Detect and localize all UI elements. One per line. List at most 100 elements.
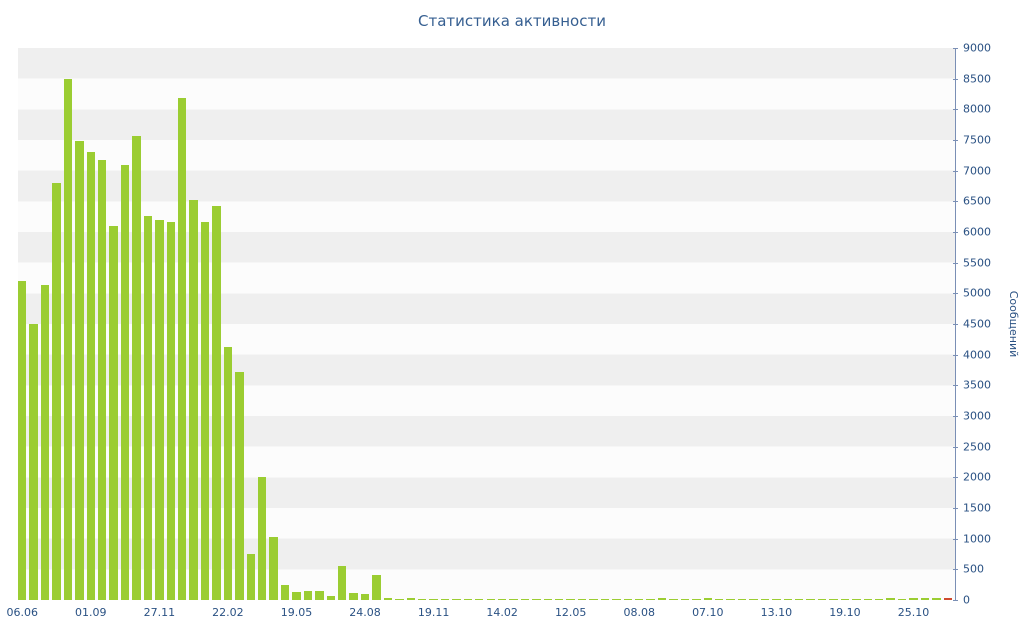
- bar: [715, 599, 724, 600]
- y-tick-mark: [953, 170, 958, 172]
- y-tick-label: 2000: [963, 470, 991, 484]
- y-tick-label: 4000: [963, 348, 991, 362]
- bar: [692, 598, 701, 600]
- bar: [417, 599, 427, 600]
- bar: [852, 599, 861, 600]
- bar: [703, 598, 713, 600]
- bar: [840, 599, 850, 600]
- bar: [497, 599, 507, 600]
- bar: [86, 152, 95, 600]
- x-tick-label: 14.02: [486, 606, 518, 619]
- bar: [223, 346, 233, 600]
- x-tick-label: 19.05: [280, 606, 313, 619]
- bar: [760, 599, 770, 600]
- y-tick-label: 3000: [963, 409, 991, 423]
- y-tick-label: 1500: [963, 501, 991, 515]
- y-tick-label: 1000: [963, 532, 991, 546]
- bar: [520, 599, 530, 600]
- y-tick-mark: [953, 232, 958, 233]
- bar: [440, 599, 450, 600]
- y-tick-label: 500: [963, 562, 984, 576]
- bar: [166, 222, 175, 600]
- bar: [18, 281, 27, 600]
- y-tick-mark: [953, 477, 958, 479]
- y-tick-label: 4500: [963, 317, 991, 331]
- bar: [863, 598, 872, 600]
- bar: [372, 575, 381, 600]
- y-tick-label: 6500: [963, 194, 991, 208]
- bar: [623, 599, 633, 600]
- plot-area: [18, 48, 955, 600]
- bar: [635, 599, 644, 600]
- bar-current-period: [943, 597, 952, 600]
- bar: [726, 599, 735, 600]
- x-tick-label: 12.05: [554, 606, 587, 619]
- bar: [932, 597, 941, 600]
- y-tick-mark: [953, 140, 958, 141]
- x-tick-label: 19.11: [417, 606, 450, 619]
- bar: [600, 599, 610, 600]
- bar: [920, 598, 930, 600]
- bar: [132, 136, 141, 600]
- y-tick-mark: [953, 569, 958, 571]
- bar: [612, 598, 621, 600]
- bar: [326, 596, 335, 600]
- bar: [315, 591, 324, 600]
- y-tick-mark: [953, 78, 958, 80]
- bar: [383, 598, 393, 600]
- y-tick-mark: [953, 538, 958, 540]
- bar: [143, 216, 153, 600]
- bar: [817, 598, 827, 600]
- bar: [189, 200, 198, 600]
- bar: [40, 285, 50, 600]
- bar: [875, 599, 884, 600]
- bar: [475, 598, 484, 600]
- y-axis-title: Сообщений: [1007, 290, 1020, 358]
- x-tick-label: 08.08: [623, 606, 656, 619]
- y-tick-label: 8000: [963, 102, 991, 116]
- bar: [97, 160, 107, 600]
- y-tick-mark: [953, 385, 958, 387]
- bar: [452, 599, 461, 600]
- bar: [52, 182, 61, 600]
- bar: [543, 599, 553, 600]
- x-tick-label: 25.10: [897, 606, 930, 619]
- x-tick-label: 01.09: [75, 606, 107, 619]
- bar: [75, 141, 84, 600]
- bar: [120, 164, 130, 600]
- bar: [783, 599, 793, 600]
- bar: [657, 598, 667, 600]
- bar: [772, 599, 781, 600]
- bar: [360, 593, 370, 600]
- bar: [749, 599, 758, 600]
- bar: [532, 599, 541, 600]
- y-tick-label: 9000: [963, 41, 991, 55]
- bar: [909, 598, 918, 600]
- y-tick-label: 7500: [963, 133, 991, 147]
- y-tick-label: 6000: [963, 225, 991, 239]
- y-tick-mark: [953, 48, 958, 49]
- bar: [235, 372, 244, 600]
- bar: [257, 477, 267, 600]
- y-tick-mark: [953, 293, 958, 295]
- bar: [280, 584, 290, 600]
- x-tick-label: 07.10: [692, 606, 724, 619]
- bar: [155, 219, 164, 600]
- y-tick-label: 5500: [963, 256, 991, 270]
- chart-title: Статистика активности: [418, 12, 606, 30]
- y-tick-label: 2500: [963, 440, 991, 454]
- y-tick-label: 0: [963, 593, 970, 607]
- bar: [406, 598, 415, 600]
- y-tick-mark: [953, 600, 958, 601]
- bar: [806, 599, 815, 600]
- bar: [212, 205, 221, 600]
- bar: [795, 599, 804, 600]
- y-tick-mark: [953, 262, 958, 264]
- bar: [589, 599, 598, 600]
- y-tick-label: 3500: [963, 378, 991, 392]
- bar: [509, 599, 518, 600]
- bar: [200, 221, 210, 600]
- bar: [177, 98, 187, 600]
- y-tick-label: 5000: [963, 286, 991, 300]
